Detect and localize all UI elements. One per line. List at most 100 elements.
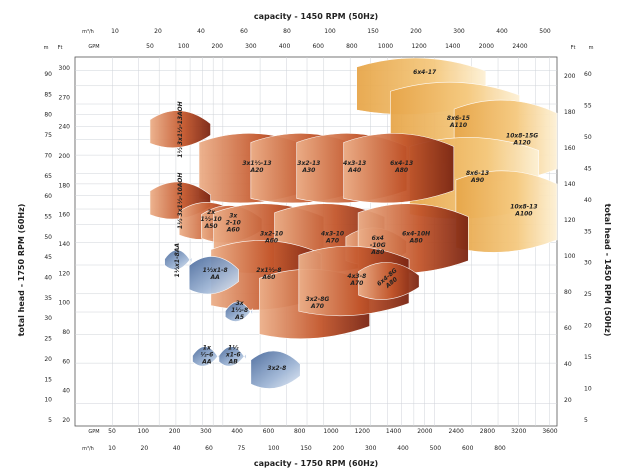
bottom-m3h-tick-label: 150	[300, 445, 312, 452]
zone-label: 2x 1½-10 A50	[200, 209, 221, 230]
zone-label-line: A110	[449, 122, 467, 129]
zone-label-line: A80	[370, 249, 384, 256]
zone-label-line: 1½x1-8	[203, 267, 228, 274]
left-ft-tick-label: 160	[59, 212, 71, 219]
top-gpm-tick-label: 50	[146, 43, 154, 50]
zone-label: 1x ½-6 AA	[200, 345, 213, 366]
zone-label-line: 8x6-15	[447, 115, 470, 122]
left-m-tick-label: 55	[44, 213, 52, 220]
bottom-m3h-unit: m³/h	[82, 446, 94, 452]
bottom-gpm-tick-label: 2800	[480, 428, 495, 435]
left-ft-tick-label: 60	[62, 358, 70, 365]
top-gpm-unit: GPM	[88, 44, 99, 50]
zone-label-line: 3x2-10	[260, 230, 283, 237]
top-gpm-tick-label: 300	[245, 43, 257, 50]
left-ft-tick-label: 40	[62, 388, 70, 395]
left-m-tick-label: 50	[44, 234, 52, 241]
top-gpm-tick-label: 800	[346, 43, 358, 50]
left-ft-tick-label: 300	[59, 65, 71, 72]
zone-label: 10x8-15G A120	[506, 133, 538, 147]
left-ft-tick-label: 100	[59, 300, 71, 307]
zone-label-line: A60	[264, 237, 278, 244]
zone-label-line: A20	[249, 167, 263, 174]
zone-label-line: 6x4-17	[413, 69, 437, 76]
zone-label-line: 3x	[229, 212, 238, 219]
zone-label-line: AA	[210, 274, 221, 281]
top-m3h-tick-label: 10	[111, 28, 119, 35]
zone-label: 3x 1½-8 A5	[231, 300, 248, 321]
left-ft-tick-label: 270	[59, 94, 71, 101]
top-m3h-tick-label: 300	[453, 28, 465, 35]
zone-label-line: 4x3-10	[321, 230, 344, 237]
zone-label: 6x4 -10G A80	[370, 235, 386, 256]
bottom-gpm-tick-label: 1000	[323, 428, 338, 435]
zone-label: 3x2-13 A30	[297, 160, 320, 174]
zone-label: 6x4-10H A80	[402, 230, 430, 244]
left-m-tick-label: 70	[44, 152, 52, 159]
zone-label: 1½ 3x1½-13AOH	[177, 101, 184, 157]
zone-label: 3x2-8G A70	[306, 296, 330, 310]
zone-label-line: x1-6	[225, 352, 241, 359]
top-gpm-tick-label: 100	[178, 43, 190, 50]
zone-label: 4x3-8 A70	[347, 273, 366, 287]
bottom-gpm-tick-label: 3600	[542, 428, 557, 435]
bottom-m3h-tick-label: 400	[397, 445, 409, 452]
zone-label-line: A120	[513, 140, 531, 147]
right-m-tick-label: 45	[584, 165, 592, 172]
bottom-m3h-tick-label: 100	[268, 445, 280, 452]
right-ft-tick-label: 80	[564, 289, 572, 296]
zone-label-line: A60	[226, 226, 240, 233]
left-m-tick-label: 5	[48, 417, 52, 424]
bottom-gpm-tick-label: 2000	[417, 428, 432, 435]
zone-label: 8x6-15 A110	[447, 115, 470, 129]
zone-label-line: 3x2-8	[267, 365, 286, 372]
zone-label-line: 10x8-15G	[506, 133, 538, 140]
top-m3h-tick-label: 150	[367, 28, 379, 35]
left-m-tick-label: 45	[44, 254, 52, 261]
zone-label-line: A80	[394, 167, 408, 174]
right-ft-tick-label: 140	[564, 181, 576, 188]
right-m-tick-label: 55	[584, 102, 592, 109]
left-m-tick-label: 10	[44, 397, 52, 404]
right-m-tick-label: 15	[584, 354, 592, 361]
bottom-m3h-tick-label: 600	[462, 445, 474, 452]
top-m3h-tick-label: 20	[154, 28, 162, 35]
bottom-gpm-tick-label: 1200	[355, 428, 370, 435]
left-ft-tick-label: 240	[59, 124, 71, 131]
zone-label: 4x3-10 A70	[321, 230, 344, 244]
zone-area	[358, 262, 420, 300]
zone-label-line: A40	[347, 167, 361, 174]
left-m-tick-label: 30	[44, 315, 52, 322]
zone-label-line: 10x8-13	[510, 203, 537, 210]
zone-label-line: A70	[310, 303, 324, 310]
right-ft-tick-label: 160	[564, 145, 576, 152]
zone-label-line: 3x	[236, 300, 245, 307]
zone-area	[218, 346, 247, 367]
bottom-axis-title: capacity - 1750 RPM (60Hz)	[254, 459, 378, 468]
left-ft-unit: Ft	[58, 45, 63, 51]
bottom-m3h-tick-label: 200	[333, 445, 345, 452]
zone-label: 10x8-13 A100	[510, 203, 537, 217]
bottom-m3h-tick-label: 20	[141, 445, 149, 452]
zone-label: 4x3-13 A40	[343, 160, 366, 174]
right-ft-tick-label: 200	[564, 73, 576, 80]
zone-label-line: AB	[228, 359, 239, 366]
top-axis-title: capacity - 1450 RPM (50Hz)	[254, 12, 378, 21]
top-m3h-unit: m³/h	[82, 29, 94, 35]
right-m-tick-label: 40	[584, 197, 592, 204]
bottom-m3h-tick-label: 60	[205, 445, 213, 452]
zone-label: 1½ 3x1½-10AOH	[177, 173, 184, 229]
right-m-tick-label: 30	[584, 260, 592, 267]
zone-label-line: A90	[470, 177, 484, 184]
left-m-tick-label: 65	[44, 173, 52, 180]
zone-label-line: 1x	[203, 345, 212, 352]
bottom-gpm-tick-label: 3200	[511, 428, 526, 435]
top-m3h-tick-label: 40	[197, 28, 205, 35]
bottom-m3h-tick-label: 40	[173, 445, 181, 452]
zone-label-line: 2x1½-8	[256, 267, 281, 274]
top-m3h-tick-label: 500	[539, 28, 551, 35]
left-m-tick-label: 80	[44, 112, 52, 119]
right-m-tick-label: 60	[584, 71, 592, 78]
